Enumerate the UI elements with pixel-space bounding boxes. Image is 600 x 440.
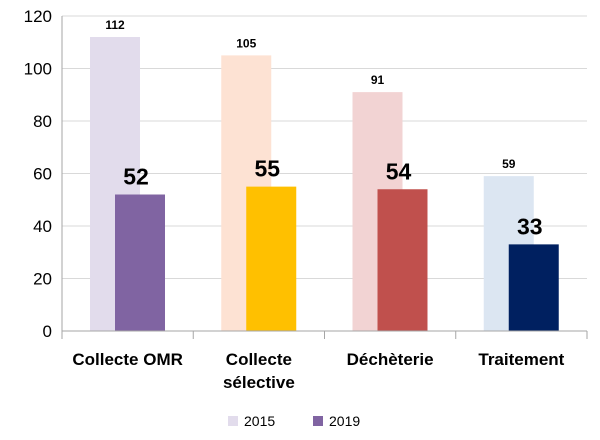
bar-2019 bbox=[115, 194, 165, 331]
x-tick-label: Collecte sélective bbox=[223, 350, 295, 392]
data-label-2019: 55 bbox=[254, 156, 280, 182]
x-tick-label: Traitement bbox=[478, 350, 564, 369]
y-tick-label: 0 bbox=[43, 322, 52, 341]
data-label-2015: 105 bbox=[236, 36, 256, 50]
bars bbox=[90, 37, 559, 331]
bar-2019 bbox=[377, 189, 428, 331]
bar-2019 bbox=[508, 244, 559, 331]
data-label-2019: 52 bbox=[123, 164, 149, 190]
x-tick-label: Collecte OMR bbox=[72, 350, 183, 369]
data-label-2019: 33 bbox=[517, 213, 543, 239]
bar-2019 bbox=[246, 186, 297, 331]
data-label-2015: 91 bbox=[371, 73, 385, 87]
data-label-2015: 112 bbox=[105, 18, 125, 32]
y-tick-label: 40 bbox=[33, 217, 52, 236]
x-axis: Collecte OMR Collecte sélective Déchèterie T… bbox=[61, 330, 588, 392]
y-tick-label: 20 bbox=[33, 270, 52, 289]
legend-label: 2019 bbox=[329, 413, 360, 429]
legend-label: 2015 bbox=[244, 413, 275, 429]
legend-swatch bbox=[228, 416, 238, 426]
y-tick-label: 80 bbox=[33, 112, 52, 131]
y-tick-label: 100 bbox=[24, 60, 52, 79]
legend-swatch bbox=[313, 416, 323, 426]
x-tick-label: Déchèterie bbox=[347, 350, 434, 369]
data-labels: 112 52 105 55 91 54 59 33 bbox=[105, 18, 542, 239]
y-axis: 0 20 40 60 80 100 120 bbox=[24, 7, 63, 341]
y-tick-label: 60 bbox=[33, 165, 52, 184]
data-label-2019: 54 bbox=[386, 158, 412, 184]
legend: 2015 2019 bbox=[228, 413, 360, 429]
y-tick-label: 120 bbox=[24, 7, 52, 26]
data-label-2015: 59 bbox=[502, 157, 516, 171]
